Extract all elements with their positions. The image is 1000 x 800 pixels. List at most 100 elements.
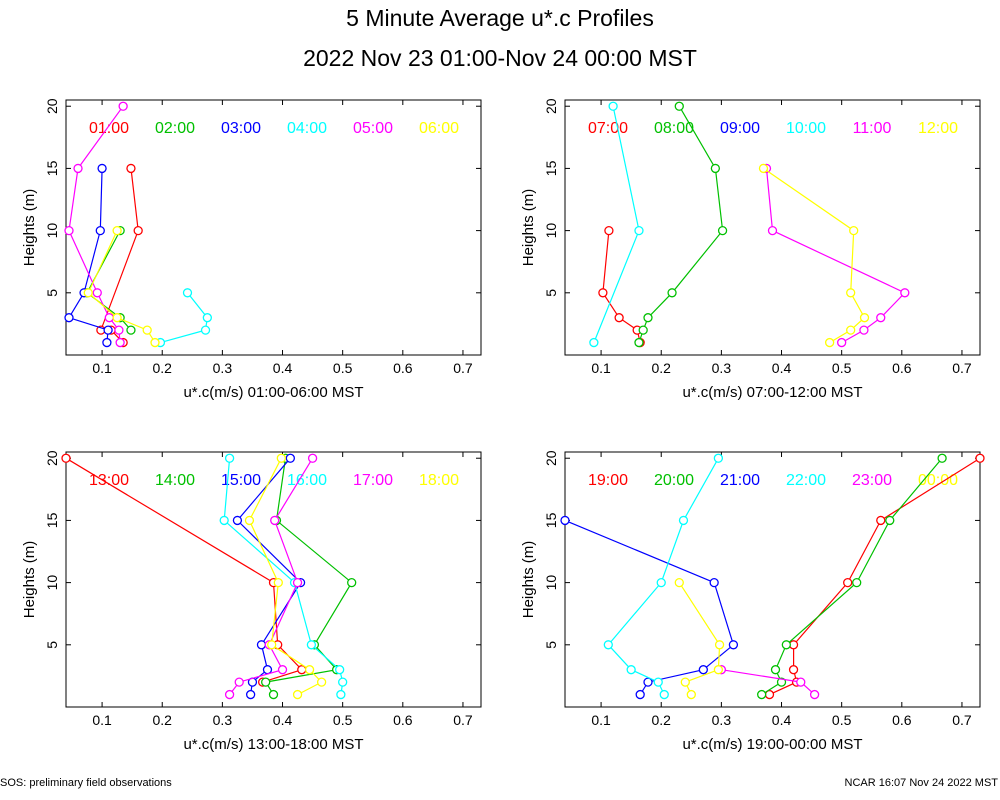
series-22:00 [603,453,724,700]
y-tick-label: 15 [44,512,60,528]
data-point [589,337,599,348]
data-point [709,577,719,588]
data-point [103,325,113,335]
legend-entry: 03:00 [221,120,261,137]
series-16:00 [219,453,348,700]
data-point [200,325,211,335]
x-tick-label: 0.1 [591,712,611,728]
data-point [244,515,255,526]
panel-1: 0.1 0.2 0.3 0.4 0.5 0.6 0.7 5 10 15 20 u*.c(m/s) 01… [21,98,482,401]
data-point [634,337,644,348]
data-point [776,677,787,687]
series-21:00 [560,515,739,700]
series-line [223,458,344,695]
y-tick-label: 15 [44,160,60,176]
data-point [714,640,725,650]
data-point [273,577,283,588]
series-19:00 [764,453,985,700]
data-point [97,163,107,174]
data-point [92,288,102,298]
data-point [276,453,286,463]
x-tick-label: 0.2 [152,360,172,376]
panel-4: 0.1 0.2 0.3 0.4 0.5 0.6 0.7 5 10 15 20 u*.c(m/s) 19… [520,450,985,753]
data-point [770,665,781,675]
y-axis-label: Heights (m) [520,189,537,267]
data-point [347,577,357,588]
data-point [224,453,235,463]
data-point [202,313,212,323]
y-axis-label: Heights (m) [21,541,38,619]
data-point [876,515,886,526]
y-tick-label: 10 [543,223,559,239]
data-point [710,163,721,174]
data-point [83,288,93,298]
data-point [102,337,112,348]
data-point [608,101,618,111]
x-tick-label: 0.6 [393,360,413,376]
data-point [758,163,769,174]
data-point [268,689,279,700]
legend-entry: 17:00 [353,472,393,489]
data-point [713,665,724,675]
data-point [846,325,856,335]
legend-entry: 18:00 [419,472,459,489]
data-point [182,288,193,298]
data-point [112,313,122,323]
data-point [626,665,636,675]
legend-entry: 08:00 [654,120,694,137]
x-tick-label: 0.4 [772,360,792,376]
y-tick-label: 20 [543,450,559,466]
chart-subtitle: 2022 Nov 23 01:00-Nov 24 00:00 MST [303,45,697,71]
data-point [728,640,739,650]
data-point [859,313,870,323]
data-point [245,689,256,700]
x-tick-label: 0.3 [213,712,233,728]
data-point [232,515,243,526]
data-point [859,325,869,335]
legend-entry: 20:00 [654,472,694,489]
data-point [767,225,778,236]
data-point [837,337,847,348]
series-07:00 [598,225,645,348]
y-tick-label: 10 [543,575,559,591]
data-point [849,225,859,236]
data-point [788,665,799,675]
legend-entry: 07:00 [588,120,628,137]
x-tick-label: 0.3 [712,712,732,728]
data-point [846,288,856,298]
x-tick-label: 0.2 [152,712,172,728]
x-tick-label: 0.2 [651,360,671,376]
series-line [607,457,719,695]
data-point [336,689,346,700]
data-point [937,453,947,463]
y-tick-label: 20 [44,450,60,466]
y-tick-label: 15 [543,512,559,528]
data-point [659,689,669,700]
series-03:00 [64,163,113,348]
series-line [593,106,640,343]
series-line [68,168,109,343]
data-point [900,288,910,298]
plot-frame [65,451,482,708]
data-point [713,453,724,463]
footer-note: SOS: preliminary field observations [0,777,172,789]
data-point [133,225,143,236]
data-point [118,101,128,111]
series-line [602,230,641,343]
series-10:00 [589,101,644,348]
series-18:00 [244,453,327,700]
series-line [769,457,981,696]
series-13:00 [61,453,307,687]
data-point [126,163,136,174]
legend-entry: 05:00 [353,120,393,137]
data-point [975,453,985,463]
series-line [68,105,124,343]
legend-entry: 16:00 [287,472,327,489]
data-point [277,665,288,675]
data-point [112,225,122,236]
x-tick-label: 0.7 [952,712,972,728]
data-point [824,337,835,348]
data-point [781,640,791,650]
legend-entry: 12:00 [918,120,958,137]
